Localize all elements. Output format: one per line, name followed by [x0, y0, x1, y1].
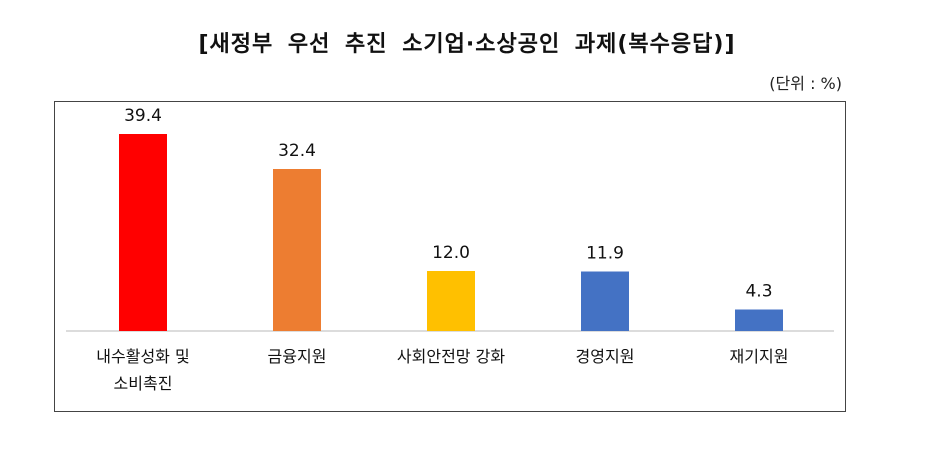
- category-label: 금융지원: [267, 347, 327, 366]
- chart-title: [새정부 우선 추진 소기업·소상공인 과제(복수응답)]: [198, 32, 736, 57]
- bar: [119, 134, 167, 331]
- bar: [735, 309, 783, 331]
- bar: [581, 271, 629, 331]
- unit-label: (단위 : %): [769, 74, 842, 93]
- data-label: 39.4: [124, 106, 162, 126]
- category-label: 내수활성화 및 소비촉진: [96, 347, 190, 393]
- category-label: 재기지원: [729, 347, 789, 366]
- chart-frame: [54, 101, 846, 412]
- bar: [427, 271, 475, 331]
- category-label: 경영지원: [575, 347, 635, 366]
- data-label: 32.4: [278, 141, 316, 161]
- data-label: 11.9: [586, 244, 624, 264]
- category-label: 사회안전망 강화: [396, 347, 506, 366]
- bar: [273, 169, 321, 331]
- data-label: 12.0: [432, 243, 470, 263]
- data-label: 4.3: [745, 282, 772, 302]
